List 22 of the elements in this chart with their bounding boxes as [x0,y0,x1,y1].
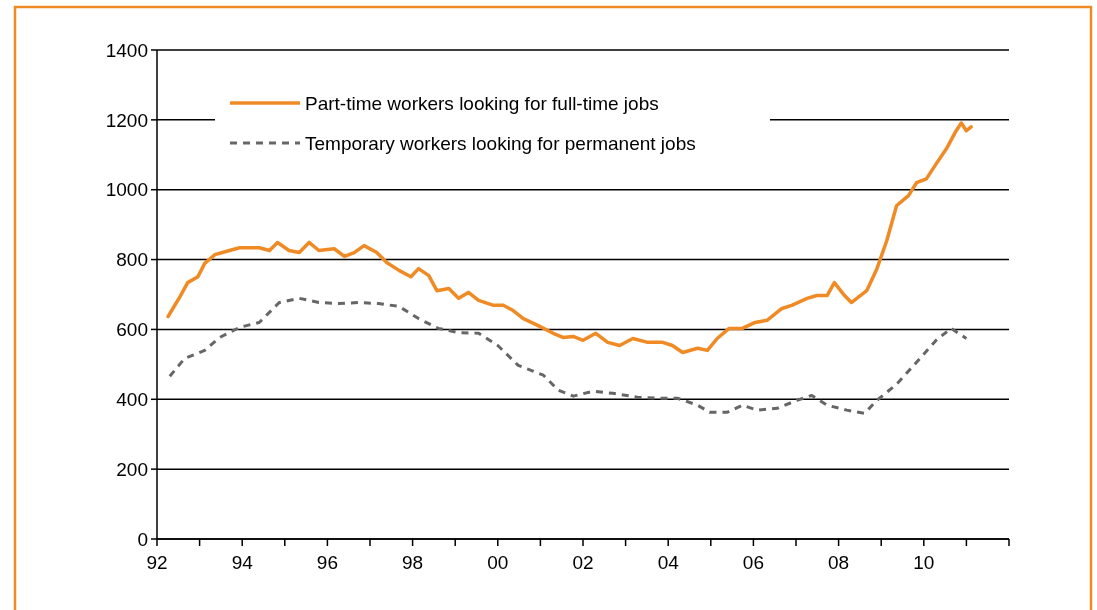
x-tick-label: 92 [146,552,168,574]
y-tick-label: 400 [116,388,148,410]
y-tick-label: 800 [116,249,148,271]
x-tick-label: 04 [657,552,680,574]
y-tick-label: 1200 [105,109,148,131]
y-tick-label: 200 [116,458,148,480]
x-tick-label: 10 [913,552,935,574]
legend-label: Part-time workers looking for full-time jobs [305,92,659,114]
y-tick-label: 1400 [105,39,148,61]
x-tick-label: 96 [316,552,338,574]
line-series [166,121,973,355]
x-tick-label: 94 [231,552,254,574]
x-tick-label: 08 [828,552,850,574]
line-series [168,296,968,415]
y-tick-label: 600 [116,319,148,341]
x-tick-label: 02 [572,552,594,574]
legend-label: Temporary workers looking for permanent jobs [305,132,696,154]
y-tick-label: 0 [137,528,148,550]
x-tick-label: 06 [742,552,764,574]
y-tick-label: 1000 [105,179,148,201]
x-tick-label: 98 [402,552,424,574]
x-tick-label: 00 [487,552,509,574]
